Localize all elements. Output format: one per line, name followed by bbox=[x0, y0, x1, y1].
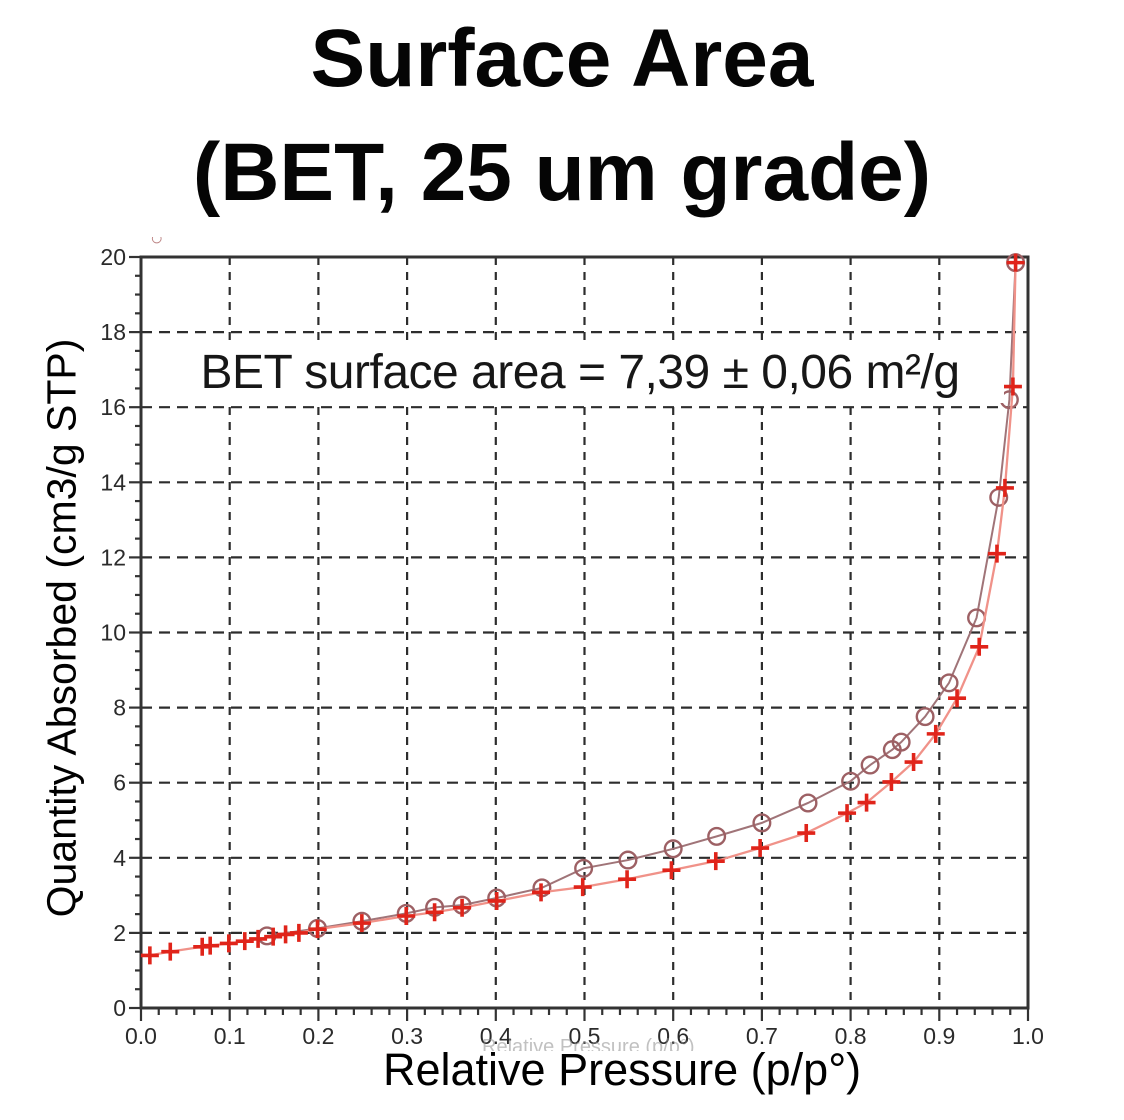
adsorption-marker-plus bbox=[425, 903, 444, 922]
x-tick-label: 0.3 bbox=[391, 1023, 423, 1049]
x-tick-label: 1.0 bbox=[1012, 1023, 1044, 1049]
x-tick-label: 0.9 bbox=[923, 1023, 955, 1049]
adsorption-marker-plus bbox=[882, 772, 901, 791]
desorption-marker-circle bbox=[618, 850, 638, 870]
adsorption-marker-plus bbox=[857, 793, 876, 812]
adsorption-marker-plus bbox=[235, 932, 254, 951]
desorption-marker-circle bbox=[574, 858, 594, 878]
x-axis-label: Relative Pressure (p/p°) bbox=[383, 1044, 862, 1095]
adsorption-marker-plus bbox=[1003, 377, 1022, 396]
y-tick-label: 8 bbox=[113, 695, 126, 721]
adsorption-marker-plus bbox=[838, 804, 857, 823]
adsorption-marker-plus bbox=[948, 689, 967, 708]
adsorption-marker-plus bbox=[453, 898, 472, 917]
y-tick-label: 12 bbox=[100, 544, 126, 570]
desorption-series-line bbox=[266, 262, 1017, 937]
y-tick-label: 16 bbox=[100, 394, 126, 420]
legend-remnant: ○ Freespace Description bbox=[150, 237, 450, 254]
adsorption-marker-plus bbox=[926, 724, 945, 743]
adsorption-marker-plus bbox=[995, 478, 1014, 497]
desorption-marker-circle bbox=[939, 673, 959, 693]
y-tick-label: 14 bbox=[100, 469, 126, 495]
adsorption-marker-plus bbox=[289, 923, 308, 942]
y-tick-label: 4 bbox=[113, 845, 126, 871]
page-title-line2: (BET, 25 um grade) bbox=[192, 127, 932, 218]
desorption-marker-circle bbox=[860, 755, 880, 775]
y-tick-label: 6 bbox=[113, 770, 126, 796]
x-tick-label: 0.6 bbox=[657, 1023, 689, 1049]
adsorption-marker-plus bbox=[308, 920, 327, 939]
y-tick-label: 20 bbox=[100, 244, 126, 270]
x-tick-label: 0.4 bbox=[480, 1023, 512, 1049]
bet-surface-area-annotation: BET surface area = 7,39 ± 0,06 m²/g bbox=[156, 341, 1004, 403]
adsorption-marker-plus bbox=[987, 544, 1006, 563]
x-tick-label: 0.8 bbox=[835, 1023, 867, 1049]
x-tick-label: 0.0 bbox=[125, 1023, 157, 1049]
legend-marker-symbol: ○ bbox=[150, 237, 164, 250]
desorption-marker-circle bbox=[891, 732, 911, 752]
adsorption-marker-plus bbox=[1006, 253, 1025, 272]
adsorption-marker-plus bbox=[487, 891, 506, 910]
adsorption-marker-plus bbox=[532, 883, 551, 902]
y-tick-label: 10 bbox=[100, 620, 126, 646]
x-tick-label: 0.2 bbox=[302, 1023, 334, 1049]
adsorption-marker-plus bbox=[161, 942, 180, 961]
adsorption-marker-plus bbox=[397, 907, 416, 926]
desorption-marker-circle bbox=[841, 771, 861, 791]
adsorption-marker-plus bbox=[706, 852, 725, 871]
adsorption-marker-plus bbox=[219, 934, 238, 953]
desorption-marker-circle bbox=[707, 826, 727, 846]
y-tick-label: 2 bbox=[113, 920, 126, 946]
y-tick-label: 18 bbox=[100, 319, 126, 345]
adsorption-marker-plus bbox=[140, 946, 159, 965]
adsorption-marker-plus bbox=[264, 927, 283, 946]
x-tick-label: 0.5 bbox=[569, 1023, 601, 1049]
adsorption-marker-plus bbox=[618, 870, 637, 889]
adsorption-marker-plus bbox=[249, 929, 268, 948]
adsorption-marker-plus bbox=[904, 753, 923, 772]
adsorption-marker-plus bbox=[797, 824, 816, 843]
adsorption-marker-plus bbox=[201, 936, 220, 955]
desorption-marker-circle bbox=[752, 813, 772, 833]
desorption-marker-circle bbox=[915, 707, 935, 727]
adsorption-marker-plus bbox=[751, 839, 770, 858]
desorption-marker-circle bbox=[663, 839, 683, 859]
adsorption-marker-plus bbox=[352, 914, 371, 933]
adsorption-marker-plus bbox=[970, 637, 989, 656]
y-tick-label: 0 bbox=[113, 995, 126, 1021]
desorption-marker-circle bbox=[798, 793, 818, 813]
x-tick-label: 0.1 bbox=[214, 1023, 246, 1049]
adsorption-marker-plus bbox=[662, 861, 681, 880]
y-axis-label: Quantity Absorbed (cm3/g STP) bbox=[38, 338, 85, 918]
page-title-line1: Surface Area bbox=[310, 13, 814, 104]
x-tick-label: 0.7 bbox=[746, 1023, 778, 1049]
xaxis-label-remnant: Relative Pressure (p/p°) bbox=[482, 1038, 695, 1051]
adsorption-marker-plus bbox=[573, 878, 592, 897]
